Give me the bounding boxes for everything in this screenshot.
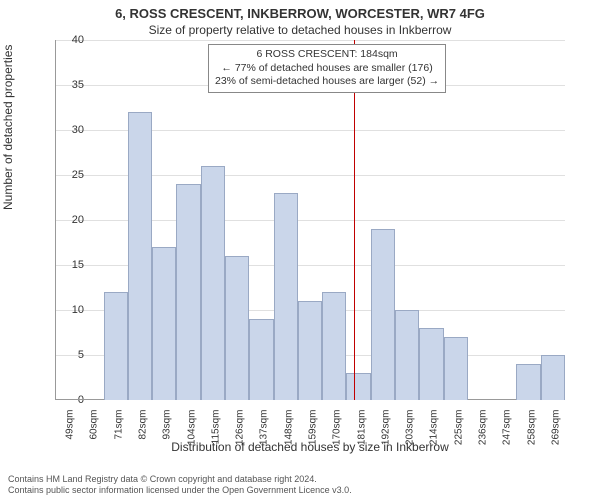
histogram-bar — [444, 337, 468, 400]
histogram-bar — [152, 247, 176, 400]
annotation-line-3: 23% of semi-detached houses are larger (… — [215, 75, 439, 89]
chart-title: 6, ROSS CRESCENT, INKBERROW, WORCESTER, … — [0, 0, 600, 21]
annotation-line-1: 6 ROSS CRESCENT: 184sqm — [215, 48, 439, 62]
x-axis-label: Distribution of detached houses by size … — [55, 440, 565, 454]
y-axis-label: Number of detached properties — [1, 45, 15, 210]
chart-container: 6, ROSS CRESCENT, INKBERROW, WORCESTER, … — [0, 0, 600, 500]
chart-subtitle: Size of property relative to detached ho… — [0, 21, 600, 37]
annotation-line-2: ← 77% of detached houses are smaller (17… — [215, 62, 439, 76]
histogram-bar — [419, 328, 443, 400]
histogram-bar — [128, 112, 152, 400]
reference-marker-line — [354, 40, 355, 400]
x-tick-label: 71sqm — [113, 410, 124, 440]
footer-attribution: Contains HM Land Registry data © Crown c… — [8, 474, 352, 497]
histogram-bar — [541, 355, 565, 400]
histogram-bar — [274, 193, 298, 400]
footer-line-1: Contains HM Land Registry data © Crown c… — [8, 474, 352, 485]
histogram-bar — [395, 310, 419, 400]
histogram-bar — [298, 301, 322, 400]
footer-line-2: Contains public sector information licen… — [8, 485, 352, 496]
histogram-bar — [176, 184, 200, 400]
x-tick-label: 49sqm — [65, 410, 76, 440]
histogram-bar — [225, 256, 249, 400]
x-tick-label: 60sqm — [89, 410, 100, 440]
x-tick-label: 82sqm — [138, 410, 149, 440]
histogram-bar — [201, 166, 225, 400]
histogram-bar — [516, 364, 540, 400]
histogram-bar — [104, 292, 128, 400]
plot-area: 6 ROSS CRESCENT: 184sqm ← 77% of detache… — [55, 40, 565, 400]
histogram-bar — [322, 292, 346, 400]
histogram-bar — [371, 229, 395, 400]
x-tick-label: 93sqm — [162, 410, 173, 440]
histogram-bar — [249, 319, 273, 400]
bars-group — [55, 40, 565, 400]
histogram-bar — [346, 373, 370, 400]
annotation-box: 6 ROSS CRESCENT: 184sqm ← 77% of detache… — [208, 44, 446, 93]
